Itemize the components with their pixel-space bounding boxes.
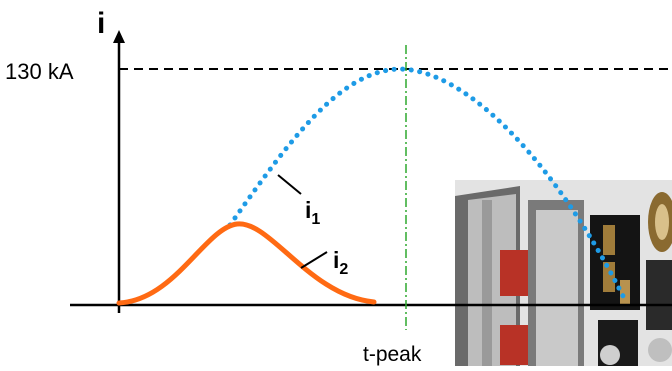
i2-leader-line xyxy=(300,251,328,269)
curve-i1-label-sub: 1 xyxy=(311,211,320,228)
curve-i1-label-main: i xyxy=(305,197,311,223)
curve-i2 xyxy=(116,221,377,306)
curve-i2-label-sub: 2 xyxy=(339,261,348,278)
switchgear-photo xyxy=(455,180,672,366)
i1-leader-line xyxy=(277,174,302,195)
y-axis-arrow-icon xyxy=(113,30,125,43)
y-axis-symbol: i xyxy=(97,7,105,40)
curve-i1-label: i1 xyxy=(305,197,320,228)
curve-i2-label: i2 xyxy=(333,247,348,278)
t-peak-label: t-peak xyxy=(363,343,422,366)
curve-i2-label-main: i xyxy=(333,247,339,273)
peak-value-label: 130 kA xyxy=(5,59,74,84)
